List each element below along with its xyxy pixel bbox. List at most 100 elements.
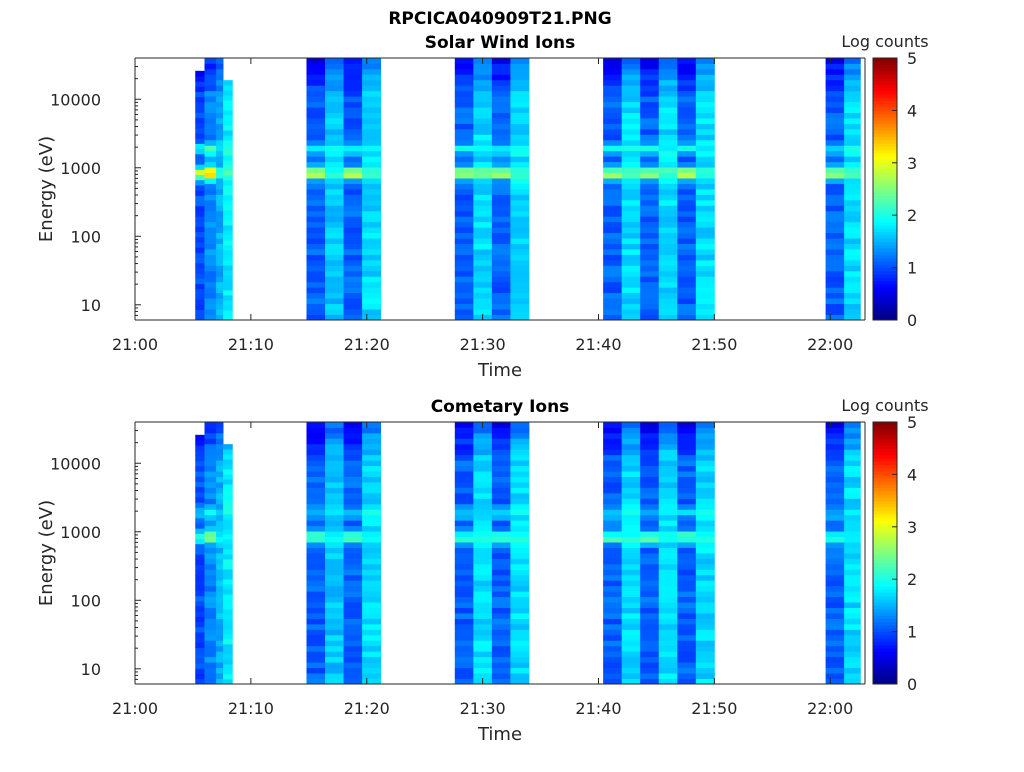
spectrogram-cell (640, 449, 660, 456)
spectrogram-cell (825, 287, 845, 294)
spectrogram-cell (216, 667, 224, 674)
spectrogram-cell (603, 298, 623, 305)
spectrogram-cell (844, 553, 861, 559)
spectrogram-cell (695, 238, 715, 244)
spectrogram-cell (223, 145, 233, 151)
spectrogram-cell (658, 645, 678, 652)
colorbar-swatch (873, 444, 897, 449)
spectrogram-cell (306, 303, 326, 310)
spectrogram-cell (223, 509, 233, 515)
spectrogram-cell (454, 525, 474, 532)
spectrogram-cell (325, 238, 344, 244)
spectrogram-cell (491, 85, 511, 92)
spectrogram-cell (473, 492, 493, 499)
spectrogram-cell (306, 281, 326, 288)
spectrogram-cell (473, 90, 493, 97)
spectrogram-block (195, 434, 205, 685)
spectrogram-cell (325, 645, 344, 652)
spectrogram-cell (195, 507, 205, 514)
spectrogram-cell (658, 79, 678, 86)
spectrogram-cell (825, 558, 845, 565)
spectrogram-cell (362, 509, 382, 516)
spectrogram-cell (510, 553, 530, 559)
spectrogram-cell (223, 190, 233, 196)
spectrogram-cell (510, 232, 530, 239)
spectrogram-cell (473, 298, 493, 305)
spectrogram-cell (454, 596, 474, 603)
spectrogram-cell (510, 63, 530, 70)
spectrogram-cell (362, 585, 382, 592)
spectrogram-cell (658, 514, 678, 521)
spectrogram-cell (325, 482, 344, 488)
spectrogram-cell (204, 123, 217, 130)
spectrogram-cell (454, 498, 474, 505)
spectrogram-cell (454, 85, 474, 92)
spectrogram-cell (695, 558, 715, 565)
spectrogram-cell (325, 79, 344, 86)
spectrogram-cell (454, 438, 474, 445)
spectrogram-cell (658, 629, 678, 636)
spectrogram-cell (658, 221, 678, 228)
spectrogram-cell (204, 454, 217, 461)
spectrogram-cell (621, 216, 641, 223)
spectrogram-cell (473, 276, 493, 283)
spectrogram-cell (204, 101, 217, 108)
spectrogram-cell (362, 634, 382, 641)
x-tick-label: 21:50 (691, 335, 737, 354)
spectrogram-cell (695, 118, 715, 124)
spectrogram-cell (216, 309, 224, 315)
spectrogram-cell (658, 90, 678, 97)
spectrogram-cell (695, 128, 715, 135)
colorbar-frame (872, 421, 898, 685)
spectrogram-cell (306, 492, 326, 499)
spectrogram-cell (510, 596, 530, 603)
spectrogram-cell (195, 538, 205, 545)
spectrogram-cell (343, 542, 363, 548)
spectrogram-cell (473, 656, 493, 663)
spectrogram-cell (204, 205, 217, 212)
spectrogram-cell (454, 281, 474, 288)
spectrogram-cell (223, 629, 233, 635)
spectrogram-cell (195, 268, 205, 274)
spectrogram-cell (640, 662, 660, 669)
spectrogram-cell (325, 249, 344, 255)
spectrogram-cell (603, 531, 623, 538)
spectrogram-cell (306, 569, 326, 576)
spectrogram-block (621, 422, 641, 685)
spectrogram-cell (640, 178, 660, 184)
spectrogram-cell (640, 602, 660, 608)
spectrogram-cell (362, 503, 382, 510)
spectrogram-cell (325, 640, 344, 647)
spectrogram-cell (658, 591, 678, 598)
spectrogram-cell (677, 68, 697, 75)
spectrogram-cell (306, 460, 326, 467)
spectrogram-block (491, 422, 511, 685)
spectrogram-cell (695, 427, 715, 434)
spectrogram-cell (362, 607, 382, 614)
panel-solar-wind: Solar Wind Ions Log counts Time Energy (… (36, 32, 929, 381)
spectrogram-cell (195, 663, 205, 669)
colorbar-swatch (873, 431, 897, 436)
spectrogram-cell (621, 227, 641, 234)
spectrogram-cell (306, 178, 326, 184)
spectrogram-cell (640, 156, 660, 163)
spectrogram-cell (658, 227, 678, 234)
spectrogram-cell (306, 101, 326, 108)
spectrogram-cell (825, 172, 845, 179)
spectrogram-cell (844, 432, 861, 439)
spectrogram-cell (362, 536, 382, 543)
spectrogram-cell (640, 645, 660, 652)
spectrogram-cell (844, 314, 861, 321)
spectrogram-cell (695, 139, 715, 146)
spectrogram-cell (195, 143, 205, 150)
spectrogram-cell (677, 607, 697, 614)
spectrogram-cell (844, 123, 861, 130)
spectrogram-cell (223, 484, 233, 490)
colorbar-swatch (873, 487, 897, 492)
spectrogram-cell (362, 613, 382, 619)
spectrogram-cell (695, 656, 715, 663)
spectrogram-cell (223, 185, 233, 191)
spectrogram-cell (223, 85, 233, 91)
spectrogram-cell (491, 189, 511, 195)
spectrogram-cell (473, 602, 493, 608)
